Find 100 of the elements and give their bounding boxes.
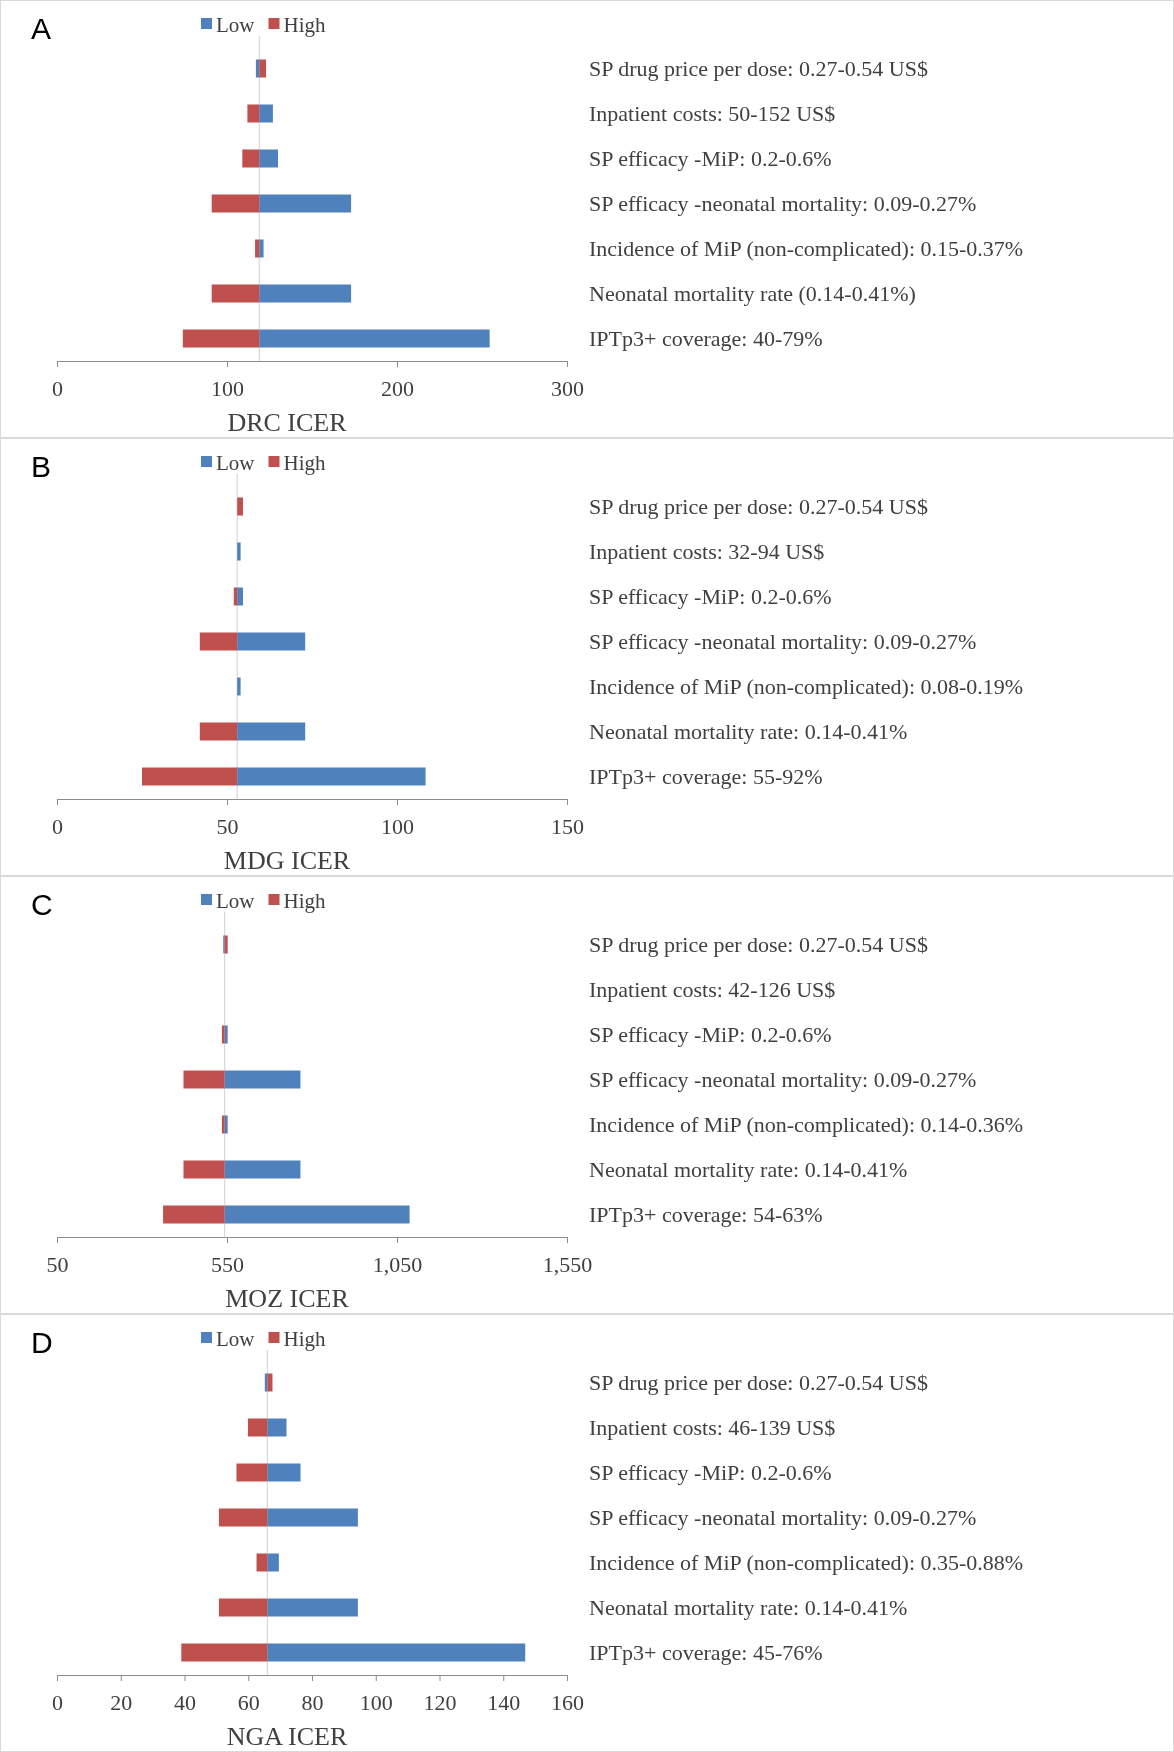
y-tick-label: Inpatient costs: 42-126 US$ <box>589 977 836 1003</box>
legend-label: Low <box>216 451 256 476</box>
y-tick-label: SP efficacy -neonatal mortality: 0.09-0.27% <box>589 629 977 655</box>
x-tick-label: 120 <box>423 1690 457 1716</box>
bar <box>259 329 490 348</box>
bar <box>224 1160 301 1179</box>
x-tick-label: 140 <box>487 1690 521 1716</box>
bar <box>267 1418 287 1437</box>
y-tick-label: SP drug price per dose: 0.27-0.54 US$ <box>589 1370 928 1396</box>
y-tick-label: SP efficacy -MiP: 0.2-0.6% <box>589 584 832 610</box>
y-tick-label: Incidence of MiP (non-complicated): 0.14-0.36% <box>589 1112 1024 1138</box>
bar <box>267 1508 358 1527</box>
y-tick-label: IPTp3+ coverage: 55-92% <box>589 764 823 790</box>
bar <box>237 497 243 516</box>
bar <box>237 767 426 786</box>
bar <box>237 722 306 741</box>
y-tick-label: Inpatient costs: 32-94 US$ <box>589 539 825 565</box>
legend-label: High <box>283 889 326 914</box>
x-tick-label: 100 <box>359 1690 393 1716</box>
y-tick-label: Incidence of MiP (non-complicated): 0.08-0.19% <box>589 674 1024 700</box>
bar <box>267 1373 273 1392</box>
bar <box>267 1463 301 1482</box>
bar <box>267 1643 526 1662</box>
y-tick-label: SP drug price per dose: 0.27-0.54 US$ <box>589 494 928 520</box>
bar <box>183 1160 225 1179</box>
bar <box>242 149 260 168</box>
x-tick-label: 100 <box>211 376 244 402</box>
bar <box>259 104 273 123</box>
x-tick-label: 200 <box>381 376 414 402</box>
x-tick-label: 150 <box>551 814 584 840</box>
y-tick-label: Incidence of MiP (non-complicated): 0.15-0.37% <box>589 236 1024 262</box>
bar <box>199 632 238 651</box>
bar <box>237 587 243 606</box>
chart-title: D <box>31 1326 53 1359</box>
bar <box>255 239 260 258</box>
bar <box>211 194 260 213</box>
y-tick-label: SP efficacy -MiP: 0.2-0.6% <box>589 146 832 172</box>
bar <box>237 542 241 561</box>
y-tick-label: Neonatal mortality rate: 0.14-0.41% <box>589 719 908 745</box>
x-tick-label: 0 <box>52 376 63 402</box>
y-tick-label: SP drug price per dose: 0.27-0.54 US$ <box>589 56 928 82</box>
bar <box>259 284 352 303</box>
bar <box>218 1508 268 1527</box>
y-tick-label: SP efficacy -neonatal mortality: 0.09-0.27% <box>589 1505 977 1531</box>
x-axis-title: MDG ICER <box>223 846 351 875</box>
x-tick-label: 40 <box>174 1690 196 1716</box>
legend-label: High <box>283 451 326 476</box>
x-axis-title: MOZ ICER <box>225 1284 350 1313</box>
chart-title: B <box>31 450 52 483</box>
bar <box>259 239 264 258</box>
y-tick-label: Incidence of MiP (non-complicated): 0.35-0.88% <box>589 1550 1024 1576</box>
x-axis-title: DRC ICER <box>227 408 348 437</box>
x-tick-label: 1,050 <box>372 1252 423 1278</box>
bar <box>247 1418 268 1437</box>
chart-title: C <box>31 888 53 921</box>
bar <box>237 632 306 651</box>
bar <box>267 1598 358 1617</box>
y-tick-label: SP efficacy -neonatal mortality: 0.09-0.27% <box>589 1067 977 1093</box>
bar <box>236 1463 268 1482</box>
bar <box>218 1598 268 1617</box>
x-tick-label: 20 <box>110 1690 133 1716</box>
bar <box>247 104 260 123</box>
x-tick-label: 160 <box>551 1690 584 1716</box>
bar <box>182 329 260 348</box>
bar <box>142 767 238 786</box>
bar <box>181 1643 268 1662</box>
bar <box>256 1553 268 1572</box>
legend-label: Low <box>216 13 256 38</box>
x-axis-title: NGA ICER <box>226 1722 348 1751</box>
bar <box>199 722 238 741</box>
bar <box>259 149 278 168</box>
bar <box>259 194 352 213</box>
y-tick-label: IPTp3+ coverage: 40-79% <box>589 326 823 352</box>
y-tick-label: SP drug price per dose: 0.27-0.54 US$ <box>589 932 928 958</box>
bar <box>183 1070 225 1089</box>
legend-label: High <box>283 13 326 38</box>
y-tick-label: Inpatient costs: 50-152 US$ <box>589 101 836 127</box>
bar <box>224 1070 301 1089</box>
x-tick-label: 550 <box>211 1252 244 1278</box>
y-tick-label: SP efficacy -neonatal mortality: 0.09-0.27% <box>589 191 977 217</box>
legend-label: Low <box>216 1327 256 1352</box>
y-tick-label: Neonatal mortality rate: 0.14-0.41% <box>589 1157 908 1183</box>
bar <box>267 1553 279 1572</box>
x-tick-label: 0 <box>52 1690 63 1716</box>
y-tick-label: IPTp3+ coverage: 45-76% <box>589 1640 823 1666</box>
chart-title: A <box>31 12 52 45</box>
x-tick-label: 300 <box>551 376 584 402</box>
x-tick-label: 50 <box>216 814 239 840</box>
y-tick-label: SP efficacy -MiP: 0.2-0.6% <box>589 1460 832 1486</box>
y-tick-label: Neonatal mortality rate: 0.14-0.41% <box>589 1595 908 1621</box>
x-tick-label: 50 <box>46 1252 69 1278</box>
bar <box>163 1205 225 1224</box>
x-tick-label: 0 <box>52 814 63 840</box>
x-tick-label: 60 <box>237 1690 260 1716</box>
y-tick-label: SP efficacy -MiP: 0.2-0.6% <box>589 1022 832 1048</box>
bar <box>259 59 267 78</box>
bar <box>237 677 241 696</box>
bar <box>211 284 260 303</box>
x-tick-label: 1,550 <box>542 1252 593 1278</box>
y-tick-label: IPTp3+ coverage: 54-63% <box>589 1202 823 1228</box>
